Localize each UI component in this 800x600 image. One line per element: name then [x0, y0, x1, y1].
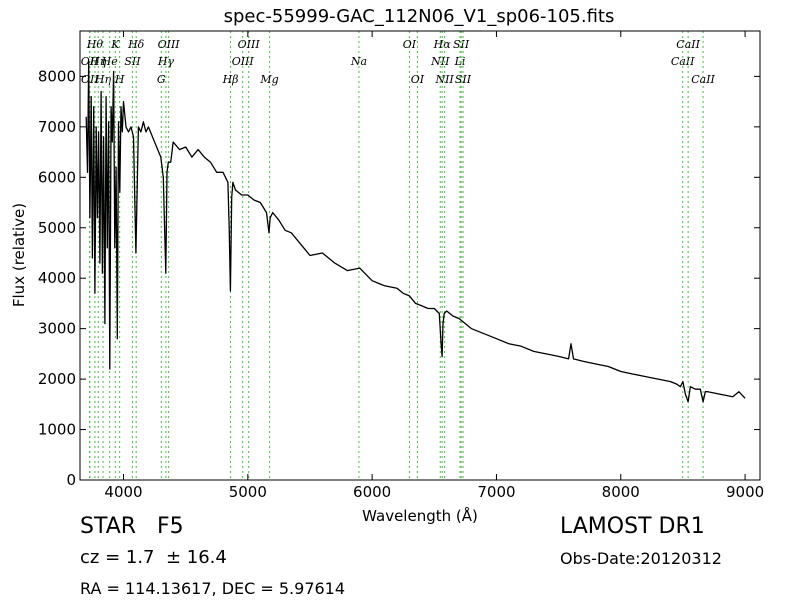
y-tick-label-0: 0 [66, 471, 76, 489]
spectrum-series [85, 60, 746, 403]
y-tick-label-8: 8000 [38, 67, 76, 85]
line-label-14: OIII [232, 55, 255, 68]
line-label-3: Hη [89, 55, 107, 68]
line-label-21: Hα [433, 38, 452, 51]
x-tick-label-4: 8000 [602, 483, 640, 501]
line-label-18: OI [403, 38, 417, 51]
chart-title: spec-55999-GAC_112N06_V1_sp06-105.fits [224, 6, 615, 27]
x-tick-label-5: 9000 [726, 483, 764, 501]
line-label-16: Mg [259, 73, 278, 86]
line-label-6: K [110, 38, 120, 51]
line-label-15: OIII [238, 38, 261, 51]
line-label-27: CaII [676, 38, 700, 51]
emission-line-markers: OIIOIIHθHηHηHeKHSIIHδGHγOIIIHβOIIIOIIIMg… [81, 31, 716, 480]
y-tick-label-1: 1000 [38, 421, 76, 439]
line-label-20: NII [430, 55, 450, 68]
observation-date: Obs-Date:20120312 [560, 549, 722, 568]
y-tick-label-5: 5000 [38, 219, 76, 237]
line-label-28: CaII [691, 73, 715, 86]
line-label-7: H [114, 73, 125, 86]
line-label-9: Hδ [127, 38, 145, 51]
y-tick-label-3: 3000 [38, 320, 76, 338]
y-tick-label-6: 6000 [38, 168, 76, 186]
redshift-value: cz = 1.7 ± 16.4 [80, 547, 227, 568]
y-tick-label-2: 2000 [38, 370, 76, 388]
line-label-10: G [157, 73, 166, 86]
axis-ticks: 4000 5000 6000 7000 8000 9000 0 1000 2000 3000 400… [38, 31, 764, 501]
x-tick-label-0: 4000 [104, 483, 142, 501]
line-label-24: SII [453, 38, 470, 51]
line-label-12: OIII [158, 38, 181, 51]
x-tick-label-1: 5000 [229, 483, 267, 501]
survey-name: LAMOST DR1 [560, 514, 705, 539]
line-label-8: SII [124, 55, 141, 68]
y-axis-label: Flux (relative) [10, 203, 28, 307]
x-axis-label: Wavelength (Å) [362, 506, 478, 525]
line-label-5: He [101, 55, 119, 68]
x-tick-label-2: 6000 [353, 483, 391, 501]
line-label-11: Hγ [157, 55, 175, 68]
x-tick-label-3: 7000 [477, 483, 515, 501]
line-label-4: Hη [94, 73, 112, 86]
line-label-22: NII [434, 73, 454, 86]
plot-frame [79, 30, 761, 481]
line-label-26: CaII [671, 55, 695, 68]
spectral-class: STAR F5 [80, 514, 184, 539]
line-label-13: Hβ [222, 73, 239, 86]
y-tick-label-7: 7000 [38, 118, 76, 136]
line-label-2: Hθ [86, 38, 104, 51]
coordinates: RA = 114.13617, DEC = 5.97614 [80, 579, 346, 598]
line-label-17: Na [350, 55, 367, 68]
line-label-19: OI [411, 73, 425, 86]
line-label-23: Li [454, 55, 466, 68]
line-label-25: SII [455, 73, 472, 86]
y-tick-label-4: 4000 [38, 269, 76, 287]
spectrum-line [85, 60, 746, 403]
